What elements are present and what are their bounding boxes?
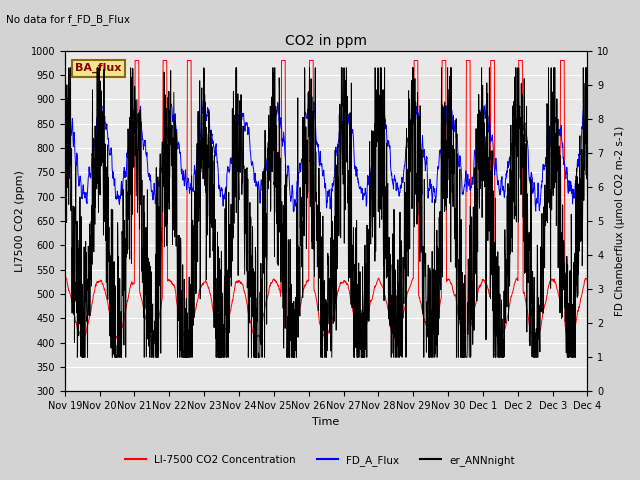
Legend: LI-7500 CO2 Concentration, FD_A_Flux, er_ANNnight: LI-7500 CO2 Concentration, FD_A_Flux, er… bbox=[121, 451, 519, 470]
Text: No data for f_FD_B_Flux: No data for f_FD_B_Flux bbox=[6, 14, 131, 25]
Text: BA_flux: BA_flux bbox=[76, 63, 122, 73]
Title: CO2 in ppm: CO2 in ppm bbox=[285, 34, 367, 48]
X-axis label: Time: Time bbox=[312, 417, 340, 427]
Y-axis label: FD Chamberflux (μmol CO2 m-2 s-1): FD Chamberflux (μmol CO2 m-2 s-1) bbox=[615, 126, 625, 316]
Y-axis label: LI7500 CO2 (ppm): LI7500 CO2 (ppm) bbox=[15, 170, 25, 272]
